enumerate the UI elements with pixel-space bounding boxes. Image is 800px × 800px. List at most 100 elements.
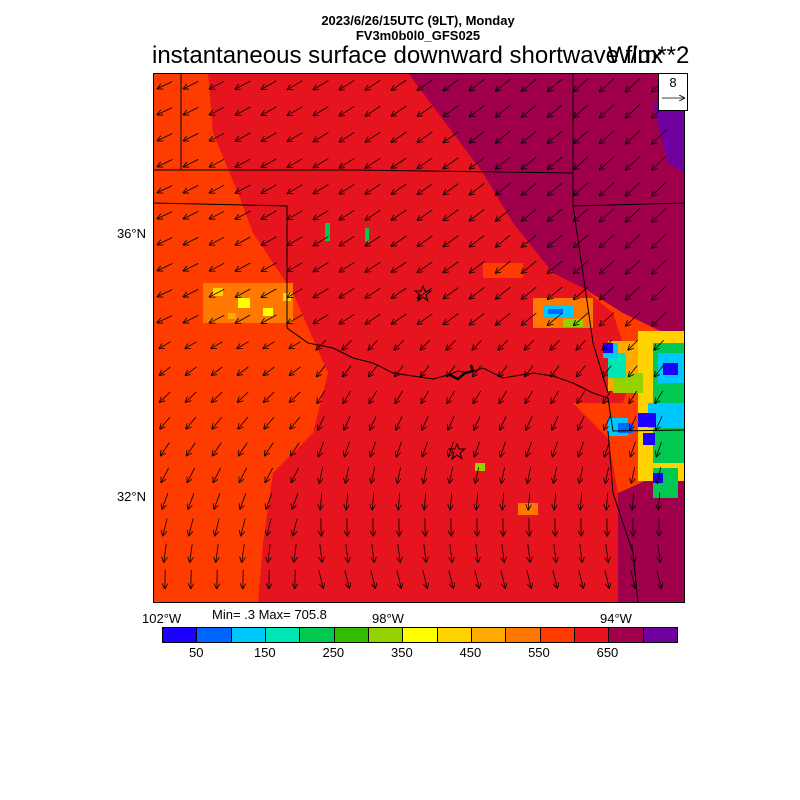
wind-arrow bbox=[236, 158, 251, 167]
wind-arrow bbox=[496, 182, 511, 195]
wind-arrow bbox=[395, 365, 404, 377]
wind-arrow bbox=[216, 544, 218, 562]
wind-arrow bbox=[288, 210, 303, 220]
wind-arrow bbox=[314, 184, 329, 194]
wind-arrow bbox=[626, 286, 641, 299]
wind-arrow bbox=[262, 314, 277, 323]
wind-arrow bbox=[652, 311, 667, 326]
colorbar-box bbox=[368, 628, 404, 642]
wind-arrow bbox=[158, 81, 173, 89]
wind-arrow bbox=[392, 183, 407, 194]
wind-arrow bbox=[262, 132, 277, 141]
wind-arrow bbox=[579, 467, 582, 483]
wind-arrow bbox=[470, 183, 485, 194]
wind-arrow bbox=[370, 570, 375, 588]
wind-vectors bbox=[158, 77, 667, 588]
wind-arrow bbox=[444, 313, 459, 325]
wind-arrow bbox=[392, 235, 407, 246]
wind-arrow bbox=[574, 312, 589, 326]
wind-arrow bbox=[418, 287, 433, 298]
wind-arrow bbox=[162, 493, 169, 509]
wind-arrow bbox=[444, 105, 459, 117]
wind-arrow bbox=[501, 441, 506, 457]
wind-arrow bbox=[211, 341, 223, 349]
wind-arrow bbox=[343, 390, 352, 403]
wind-arrow bbox=[184, 81, 199, 88]
wind-arrow bbox=[288, 132, 303, 142]
wind-arrow bbox=[502, 492, 504, 510]
colorbar-box bbox=[163, 628, 198, 642]
wind-arrow bbox=[214, 493, 221, 509]
wind-arrow bbox=[262, 210, 277, 219]
run-datetime: 2023/6/26/15UTC (9LT), Monday bbox=[321, 13, 515, 28]
wind-arrow bbox=[158, 211, 173, 219]
wind-arrow bbox=[319, 441, 324, 457]
wind-arrow bbox=[392, 313, 407, 324]
wind-arrow bbox=[444, 287, 459, 299]
wind-arrow bbox=[239, 467, 247, 482]
wind-arrow bbox=[526, 570, 531, 588]
wind-arrow bbox=[210, 132, 225, 141]
wind-arrow bbox=[577, 365, 586, 377]
wind-arrow bbox=[444, 157, 459, 169]
reference-vector-box: 8 bbox=[658, 73, 688, 111]
wind-arrow bbox=[394, 340, 404, 349]
wind-arrow bbox=[340, 131, 355, 141]
min-max-text: Min= .3 Max= 705.8 bbox=[212, 607, 327, 622]
wind-arrow bbox=[264, 417, 275, 428]
wind-arrow bbox=[629, 390, 638, 403]
wind-arrow bbox=[604, 416, 611, 429]
wind-arrow bbox=[600, 104, 615, 118]
colorbar-box bbox=[540, 628, 575, 642]
wind-arrow bbox=[470, 313, 485, 324]
wind-arrow bbox=[424, 492, 426, 510]
colorbar-box bbox=[231, 628, 266, 642]
wind-arrow bbox=[392, 209, 407, 220]
wind-arrow bbox=[160, 391, 171, 402]
wind-arrow bbox=[210, 80, 225, 89]
wind-arrow bbox=[626, 208, 641, 221]
wind-arrow bbox=[548, 286, 563, 299]
wind-arrow bbox=[470, 235, 485, 246]
colorbar-box bbox=[471, 628, 507, 642]
wind-arrow bbox=[500, 570, 505, 588]
wind-arrow bbox=[212, 391, 223, 402]
wind-arrow bbox=[372, 544, 374, 562]
wind-arrow bbox=[626, 182, 641, 195]
wind-arrow bbox=[184, 133, 199, 140]
wind-arrow bbox=[346, 492, 348, 510]
wind-arrow bbox=[606, 492, 608, 510]
wind-arrow bbox=[397, 467, 400, 483]
lat-label-32n: 32°N bbox=[116, 489, 146, 504]
wind-arrow bbox=[658, 492, 660, 510]
wind-arrow bbox=[522, 286, 537, 299]
wind-arrow bbox=[600, 312, 615, 326]
wind-arrow bbox=[159, 341, 171, 349]
wind-arrow bbox=[470, 131, 485, 142]
units-label: W/m**2 bbox=[608, 42, 690, 69]
wind-arrow bbox=[652, 129, 667, 144]
wind-arrow bbox=[418, 79, 433, 90]
map-frame bbox=[153, 73, 685, 603]
wind-arrow bbox=[268, 544, 270, 562]
wind-arrow bbox=[314, 80, 329, 90]
wind-arrow bbox=[264, 391, 275, 402]
wind-arrow bbox=[340, 105, 355, 115]
wind-arrow bbox=[444, 183, 459, 195]
wind-arrow bbox=[499, 390, 508, 403]
wind-arrow bbox=[184, 289, 199, 296]
wind-arrow bbox=[578, 570, 583, 588]
wind-arrow bbox=[580, 492, 582, 510]
wind-arrow bbox=[366, 313, 381, 324]
wind-arrow bbox=[655, 365, 664, 377]
wind-arrow bbox=[210, 106, 225, 115]
colorbar-label: 650 bbox=[596, 645, 619, 660]
wind-arrow bbox=[264, 366, 275, 375]
wind-arrow bbox=[396, 570, 401, 588]
wind-arrow bbox=[580, 544, 582, 562]
wind-arrow bbox=[395, 390, 404, 403]
wind-arrow bbox=[600, 286, 615, 300]
wind-arrow bbox=[288, 236, 303, 246]
wind-arrow bbox=[212, 417, 223, 428]
wind-arrow bbox=[498, 340, 508, 349]
